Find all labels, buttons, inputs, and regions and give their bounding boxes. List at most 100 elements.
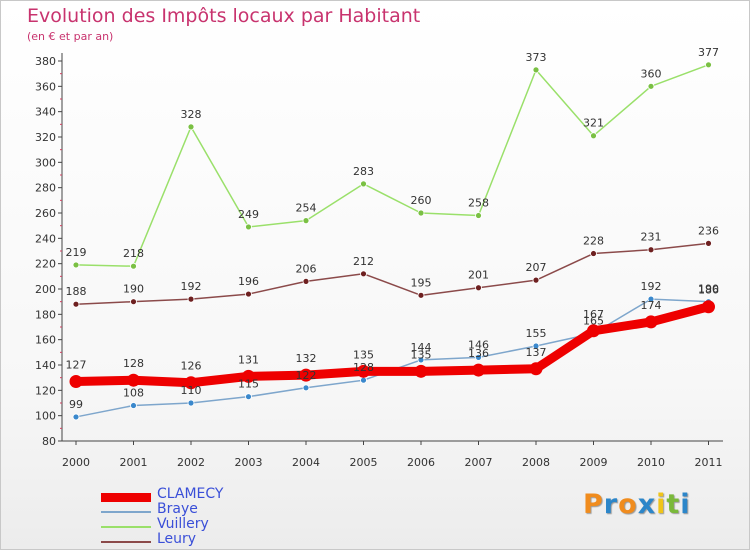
data-point: [647, 246, 655, 254]
legend-label: Vuillery: [157, 516, 209, 532]
series-line-braye: [75, 298, 709, 418]
data-point: [357, 364, 370, 378]
data-point: [69, 374, 83, 388]
data-point: [245, 290, 252, 298]
y-tick-label: 200: [35, 283, 56, 296]
logo-letter: i: [680, 489, 691, 520]
data-point: [187, 399, 195, 407]
logo-letter: x: [637, 489, 657, 520]
data-label: 231: [641, 231, 662, 244]
chart-subtitle: (en € et par an): [27, 30, 114, 43]
data-label: 165: [583, 314, 604, 327]
series-line-leury: [75, 242, 709, 305]
data-label: 110: [181, 384, 202, 397]
data-point: [72, 300, 80, 308]
data-point: [245, 393, 252, 401]
data-point: [705, 61, 712, 69]
data-label: 228: [583, 235, 604, 248]
data-point: [299, 368, 313, 382]
data-label: 283: [353, 165, 374, 178]
data-label: 254: [296, 202, 317, 215]
legend-swatch: [101, 493, 151, 502]
y-tick-label: 80: [42, 435, 56, 448]
data-label: 206: [296, 262, 317, 275]
data-label: 136: [468, 347, 489, 360]
data-label: 236: [698, 224, 719, 237]
data-label: 212: [353, 255, 374, 268]
data-label: 99: [69, 398, 83, 411]
y-tick-label: 160: [35, 334, 56, 347]
series-line-vuillery: [75, 64, 709, 267]
data-label: 218: [123, 247, 144, 260]
logo-letter: o: [618, 489, 638, 520]
x-tick-label: 2011: [695, 456, 723, 469]
data-label: 115: [238, 378, 259, 391]
data-point: [475, 212, 482, 219]
data-label: 132: [296, 352, 317, 365]
chart-title: Evolution des Impôts locaux par Habitant: [27, 5, 421, 27]
data-label: 192: [641, 280, 662, 293]
data-label: 196: [238, 275, 259, 288]
data-point: [647, 295, 655, 303]
data-point: [187, 295, 195, 303]
y-tick-label: 340: [35, 106, 56, 119]
proxiti-logo: Proxiti: [583, 489, 691, 520]
y-tick-label: 240: [35, 232, 56, 245]
data-label: 201: [468, 269, 489, 282]
y-tick-label: 120: [35, 384, 56, 397]
data-label: 108: [123, 387, 144, 400]
logo-letter: r: [603, 489, 619, 520]
y-tick-label: 220: [35, 258, 56, 271]
data-point: [647, 82, 655, 90]
legend-label: CLAMECY: [157, 486, 224, 502]
x-tick-label: 2002: [177, 456, 205, 469]
data-point: [590, 250, 597, 257]
data-point: [705, 239, 712, 247]
data-point: [414, 364, 428, 378]
data-point: [130, 298, 137, 306]
data-label: 195: [411, 276, 432, 289]
data-label: 219: [66, 246, 87, 259]
y-tick-label: 140: [35, 359, 56, 372]
logo-letter: i: [656, 489, 667, 520]
series-line-clamecy: [75, 302, 710, 388]
data-label: 260: [411, 194, 432, 207]
legend-swatch: [101, 541, 151, 543]
data-point: [245, 223, 252, 231]
y-tick-label: 360: [35, 80, 56, 93]
data-point: [590, 132, 597, 140]
x-tick-label: 2000: [62, 456, 90, 469]
x-tick-label: 2008: [522, 456, 550, 469]
data-point: [130, 402, 137, 409]
x-tick-label: 2004: [292, 456, 320, 469]
data-label: 190: [123, 283, 144, 296]
data-label: 186: [698, 284, 719, 297]
data-label: 328: [181, 108, 202, 121]
x-tick-label: 2006: [407, 456, 435, 469]
data-label: 321: [583, 117, 604, 130]
data-point: [127, 373, 140, 387]
legend-label: Braye: [157, 501, 198, 517]
data-label: 128: [353, 361, 374, 374]
data-point: [532, 342, 540, 350]
x-tick-label: 2009: [580, 456, 608, 469]
data-point: [360, 180, 367, 188]
x-tick-label: 2007: [465, 456, 493, 469]
data-label: 135: [411, 348, 432, 361]
data-label: 155: [526, 327, 547, 340]
y-tick-label: 380: [35, 55, 56, 68]
data-point: [472, 363, 485, 377]
data-label: 249: [238, 208, 259, 221]
data-label: 167: [583, 308, 604, 321]
x-tick-label: 2003: [235, 456, 263, 469]
data-point: [130, 262, 137, 270]
y-tick-label: 260: [35, 207, 56, 220]
legend-label: Leury: [157, 531, 197, 547]
x-tick-label: 2001: [120, 456, 148, 469]
legend-swatch: [101, 511, 151, 513]
data-point: [587, 324, 600, 338]
data-label: 258: [468, 197, 489, 210]
y-tick-label: 320: [35, 131, 56, 144]
data-point: [475, 353, 482, 361]
data-label: 192: [181, 280, 202, 293]
